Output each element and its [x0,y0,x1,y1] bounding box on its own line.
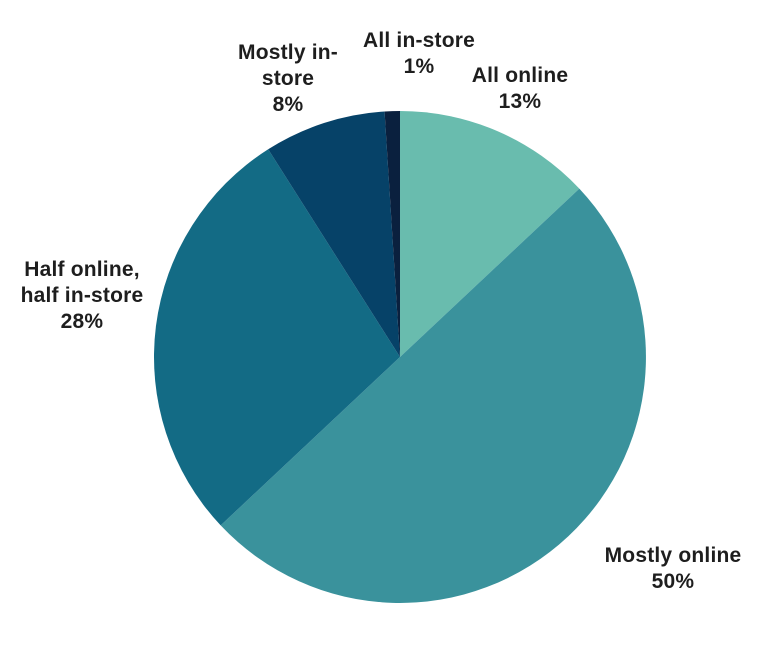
slice-label-all-in-store: All in-store 1% [344,28,494,80]
slice-label-value: 50% [651,570,695,593]
slice-label-mostly-online: Mostly online 50% [583,543,763,595]
slice-label-all-online: All online 13% [455,63,585,115]
slice-label-mostly-in-store: Mostly in-store 8% [233,40,343,118]
slice-label-value: 28% [60,310,104,333]
slice-label-text: All in-store [362,29,476,52]
slice-label-value: 8% [272,93,304,116]
slice-label-text: All online [471,64,569,87]
pie-slice-all-online [400,111,580,357]
slice-label-text: Mostly in-store [238,41,338,90]
slice-label-text: Half online, half in-store [20,258,144,307]
slice-label-value: 1% [403,55,435,78]
pie-slice-all-in-store [384,111,400,357]
slice-label-text: Mostly online [604,544,742,567]
slice-label-value: 13% [498,90,542,113]
pie-slice-mostly-online [220,188,646,603]
pie-slice-half-online-half-in-store [154,149,400,526]
slice-label-half-online-half-in-store: Half online, half in-store 28% [7,257,157,335]
pie-slice-mostly-in-store [268,111,400,358]
